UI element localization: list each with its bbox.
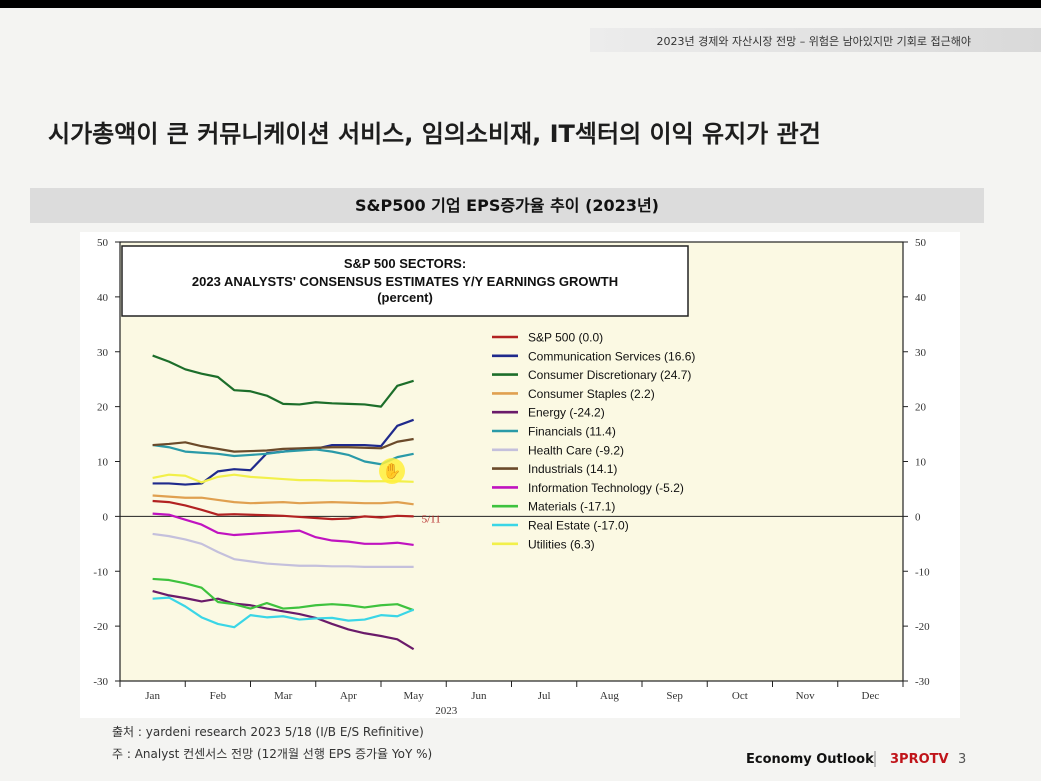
y-tick-label: 10: [97, 457, 109, 469]
footer-divider: [874, 751, 876, 767]
y-tick-label-right: 0: [915, 511, 921, 523]
series-line: [152, 596, 415, 629]
year-label: 2023: [435, 705, 458, 717]
x-tick-label: Mar: [274, 690, 293, 702]
chart-inner-title: S&P 500 SECTORS:: [344, 256, 466, 271]
footer-logo: 3PROTV: [890, 752, 949, 767]
y-tick-label: -10: [93, 566, 108, 578]
source-note: 출처 : yardeni research 2023 5/18 (I/B E/S…: [112, 725, 424, 739]
chart-title: S&P500 기업 EPS증가율 추이 (2023년): [355, 196, 659, 215]
y-tick-label: 20: [97, 402, 109, 414]
x-tick-label: Feb: [210, 690, 227, 702]
legend-label: Energy (-24.2): [528, 406, 605, 420]
series-line: [152, 532, 414, 568]
x-tick-label: Jan: [145, 690, 160, 702]
legend-label: Industrials (14.1): [528, 462, 617, 476]
legend-label: Materials (-17.1): [528, 500, 615, 514]
chart-title-bar: [30, 188, 984, 223]
y-tick-label: 50: [97, 237, 109, 249]
y-tick-label: 30: [97, 347, 109, 359]
x-tick-label: Dec: [862, 690, 880, 702]
y-tick-label-right: 40: [915, 292, 927, 304]
legend-label: Health Care (-9.2): [528, 443, 624, 457]
y-tick-label: -30: [93, 676, 108, 688]
y-tick-label: 40: [97, 292, 109, 304]
series-line: [152, 589, 415, 651]
legend-label: Utilities (6.3): [528, 537, 595, 551]
x-tick-label: Aug: [600, 690, 619, 702]
x-tick-label: Sep: [666, 690, 683, 702]
chart-inner-title: (percent): [377, 290, 433, 305]
series-line: [152, 577, 415, 612]
x-tick-label: Jul: [538, 690, 551, 702]
y-tick-label-right: -20: [915, 621, 930, 633]
page-number: 3: [958, 752, 967, 767]
x-tick-label: Oct: [732, 690, 748, 702]
y-tick-label: 0: [103, 511, 109, 523]
series-line: [152, 473, 414, 484]
x-tick-label: Apr: [340, 690, 357, 702]
footer-brand: Economy Outlook: [746, 752, 874, 767]
legend-label: Real Estate (-17.0): [528, 519, 629, 533]
legend-label: Communication Services (16.6): [528, 349, 695, 363]
x-tick-label: Nov: [796, 690, 815, 702]
date-annotation: 5/11: [422, 513, 441, 525]
y-tick-label-right: 30: [915, 347, 927, 359]
legend-label: Consumer Discretionary (24.7): [528, 368, 691, 382]
legend-label: S&P 500 (0.0): [528, 331, 603, 345]
y-tick-label-right: 50: [915, 237, 927, 249]
y-tick-label-right: 10: [915, 457, 927, 469]
legend-label: Information Technology (-5.2): [528, 481, 684, 495]
hand-cursor-icon: ✋: [379, 458, 405, 484]
legend-label: Financials (11.4): [528, 425, 616, 439]
x-tick-label: May: [404, 690, 425, 702]
series-line: [152, 437, 414, 453]
y-tick-label-right: 20: [915, 402, 927, 414]
footnote: 주 : Analyst 컨센서스 전망 (12개월 선행 EPS 증가율 YoY…: [112, 747, 433, 761]
series-line: [152, 494, 414, 506]
series-line: [152, 354, 414, 408]
header-bar: [590, 28, 1041, 52]
series-line: [152, 443, 414, 466]
y-tick-label-right: -30: [915, 676, 930, 688]
chart-inner-title: 2023 ANALYSTS' CONSENSUS ESTIMATES Y/Y E…: [192, 274, 618, 289]
x-tick-label: Jun: [471, 690, 487, 702]
series-line: [152, 499, 414, 521]
slide-header: 2023년 경제와 자산시장 전망 – 위험은 남아있지만 기회로 접근해야: [656, 35, 971, 48]
legend-label: Consumer Staples (2.2): [528, 387, 655, 401]
slide-headline: 시가총액이 큰 커뮤니케이션 서비스, 임의소비재, IT섹터의 이익 유지가 …: [48, 120, 821, 148]
chart-inner-title-box: [121, 245, 689, 317]
y-tick-label: -20: [93, 621, 108, 633]
y-tick-label-right: -10: [915, 566, 930, 578]
series-line: [152, 512, 414, 547]
